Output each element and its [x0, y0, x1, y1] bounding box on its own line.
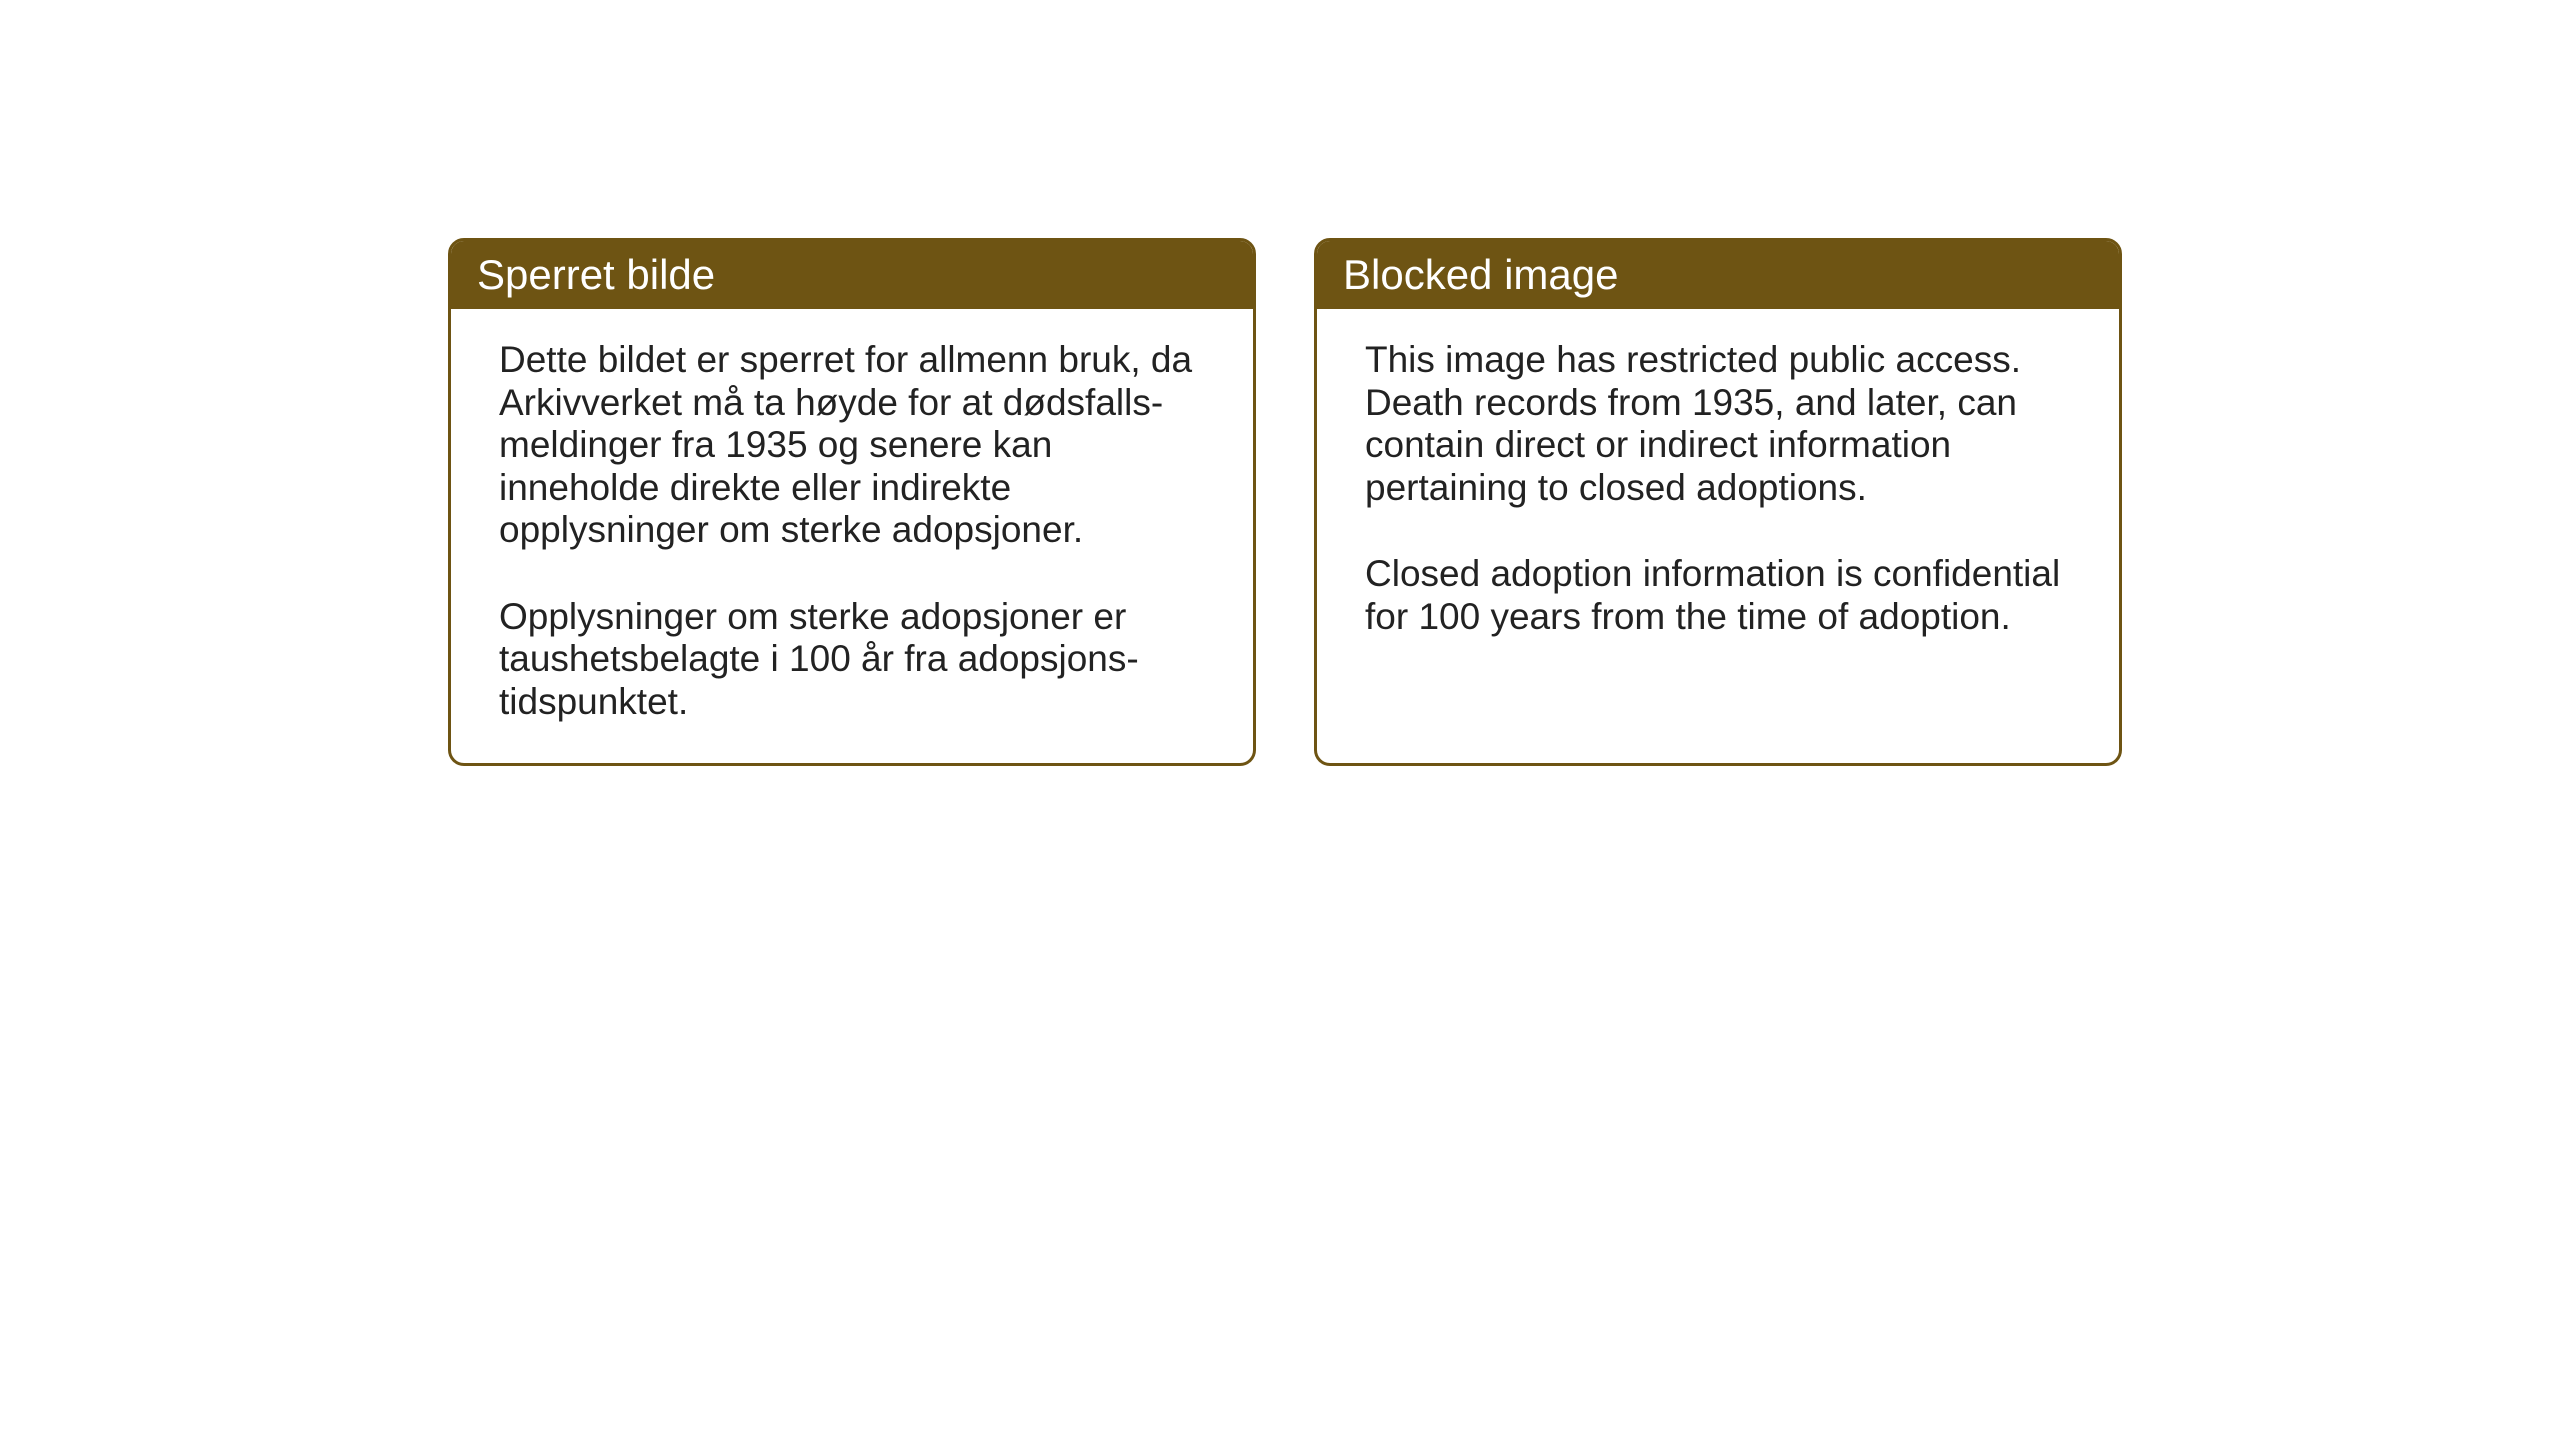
card-body-norwegian: Dette bildet er sperret for allmenn bruk…	[451, 309, 1253, 763]
card-header-norwegian: Sperret bilde	[451, 241, 1253, 309]
card-body-english: This image has restricted public access.…	[1317, 309, 2119, 678]
card-paragraph-1-norwegian: Dette bildet er sperret for allmenn bruk…	[499, 339, 1205, 552]
card-title-english: Blocked image	[1343, 251, 1618, 298]
card-paragraph-2-english: Closed adoption information is confident…	[1365, 553, 2071, 638]
notice-container: Sperret bilde Dette bildet er sperret fo…	[448, 238, 2122, 766]
card-paragraph-1-english: This image has restricted public access.…	[1365, 339, 2071, 509]
card-header-english: Blocked image	[1317, 241, 2119, 309]
card-title-norwegian: Sperret bilde	[477, 251, 715, 298]
card-paragraph-2-norwegian: Opplysninger om sterke adopsjoner er tau…	[499, 596, 1205, 724]
notice-card-norwegian: Sperret bilde Dette bildet er sperret fo…	[448, 238, 1256, 766]
notice-card-english: Blocked image This image has restricted …	[1314, 238, 2122, 766]
